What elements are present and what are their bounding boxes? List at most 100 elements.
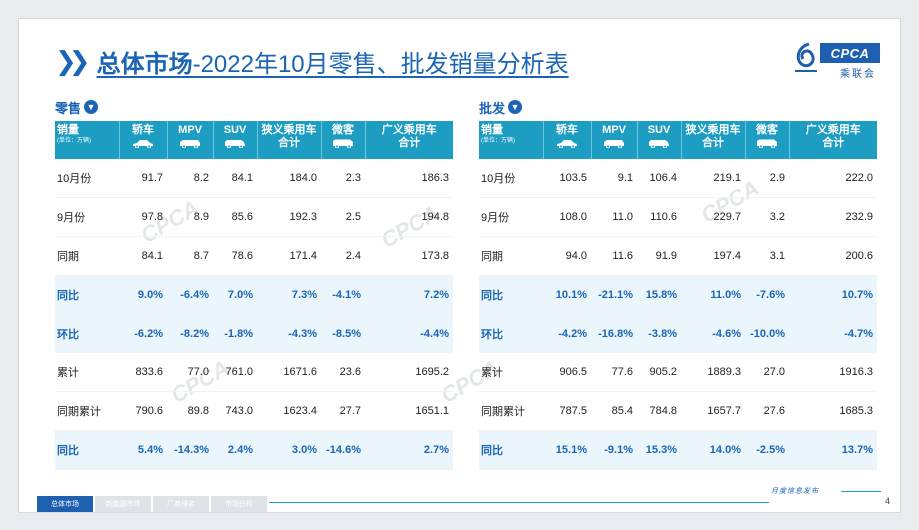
table-cell: 14.0% [681, 430, 745, 470]
table-row: 累计 833.6 77.0 761.0 1671.6 23.6 1695.2 [55, 352, 453, 393]
table-cell: 23.6 [321, 352, 365, 393]
table-cell: 11.0% [681, 275, 745, 315]
cpca-logo: CPCA 乘联会 [785, 39, 880, 80]
table-cell: 94.0 [543, 236, 591, 276]
table-cell: 2.4% [213, 430, 257, 470]
table-cell: 1889.3 [681, 352, 745, 393]
table-row: 10月份 91.7 8.2 84.1 184.0 2.3 186.3 [55, 159, 453, 199]
table-cell: 171.4 [257, 236, 321, 276]
footer-tab[interactable]: 市场分析 [211, 496, 267, 512]
table-cell: -8.5% [321, 314, 365, 354]
table-header-row: 销量 (单位：万辆) 轿车 MPV SUV 狭义乘用车 合计 微客 广义乘用车 合计 [55, 121, 453, 159]
table-cell: -10.0% [745, 314, 789, 354]
wholesale-table: 销量 (单位：万辆) 轿车 MPV SUV 狭义乘用车 合计 微客 广义乘用车 合计 10月份 10… [479, 121, 877, 470]
footer-tab[interactable]: 新能源市场 [95, 496, 151, 512]
column-header: 狭义乘用车 合计 [681, 121, 746, 159]
title-row: ❯❯ 总体市场-2022年10月零售、批发销量分析表 [55, 43, 569, 79]
table-cell: 85.6 [213, 197, 257, 238]
table-cell: 1685.3 [789, 391, 877, 432]
wholesale-section: 批发 ▼ 销量 (单位：万辆) 轿车 MPV SUV 狭义乘用车 合计 微客 广义乘用车 合计 1… [479, 97, 877, 470]
table-cell: 1916.3 [789, 352, 877, 393]
table-cell: 11.6 [591, 236, 637, 276]
table-cell: 5.4% [119, 430, 167, 470]
table-cell: -4.7% [789, 314, 877, 354]
table-cell: 77.6 [591, 352, 637, 393]
table-cell: 3.1 [745, 236, 789, 276]
table-cell: 7.2% [365, 275, 453, 315]
mpv-icon [604, 140, 624, 148]
footer-tabs: 总体市场 新能源市场 厂商排名 市场分析 [37, 496, 269, 512]
table-cell: -14.3% [167, 430, 213, 470]
table-cell: 110.6 [637, 197, 681, 238]
table-row: 10月份 103.5 9.1 106.4 219.1 2.9 222.0 [479, 159, 877, 199]
column-header-sales: 销量 (单位：万辆) [479, 121, 544, 159]
table-cell: 78.6 [213, 236, 257, 276]
table-cell: -9.1% [591, 430, 637, 470]
column-header: MPV [167, 121, 214, 159]
table-cell: 7.3% [257, 275, 321, 315]
minivan-icon [757, 139, 777, 148]
table-cell: 833.6 [119, 352, 167, 393]
table-row: 同比 9.0% -6.4% 7.0% 7.3% -4.1% 7.2% [55, 275, 453, 315]
table-row: 环比 -4.2% -16.8% -3.8% -4.6% -10.0% -4.7% [479, 314, 877, 354]
table-row: 同期累计 790.6 89.8 743.0 1623.4 27.7 1651.1 [55, 391, 453, 432]
table-cell: 2.3 [321, 159, 365, 199]
wholesale-heading: 批发 [479, 100, 506, 116]
footer-divider [269, 502, 769, 503]
table-cell: 84.1 [119, 236, 167, 276]
table-cell: 3.0% [257, 430, 321, 470]
table-cell: 200.6 [789, 236, 877, 276]
publish-label: 月度信息发布 [771, 488, 819, 495]
page-number: 4 [884, 496, 890, 506]
table-cell: -8.2% [167, 314, 213, 354]
row-label: 累计 [479, 352, 543, 393]
table-cell: 219.1 [681, 159, 745, 199]
row-label: 同期累计 [479, 391, 543, 432]
column-header: 轿车 [543, 121, 592, 159]
footer-tab[interactable]: 厂商排名 [153, 496, 209, 512]
row-label: 同期 [479, 236, 543, 276]
table-cell: 743.0 [213, 391, 257, 432]
row-label: 10月份 [479, 159, 543, 199]
table-cell: 10.1% [543, 275, 591, 315]
row-label: 同期累计 [55, 391, 119, 432]
table-row: 同期 84.1 8.7 78.6 171.4 2.4 173.8 [55, 236, 453, 276]
table-cell: 84.1 [213, 159, 257, 199]
double-chevron-icon: ❯❯ [55, 45, 90, 76]
column-header: 轿车 [119, 121, 168, 159]
table-cell: 2.7% [365, 430, 453, 470]
footer-tab[interactable]: 总体市场 [37, 496, 93, 512]
table-cell: 2.4 [321, 236, 365, 276]
table-cell: -16.8% [591, 314, 637, 354]
table-cell: 8.7 [167, 236, 213, 276]
table-cell: 15.3% [637, 430, 681, 470]
table-cell: 108.0 [543, 197, 591, 238]
column-header: 微客 [745, 121, 790, 159]
table-cell: 106.4 [637, 159, 681, 199]
table-cell: -1.8% [213, 314, 257, 354]
table-cell: 9.1 [591, 159, 637, 199]
table-cell: 1657.7 [681, 391, 745, 432]
table-cell: -2.5% [745, 430, 789, 470]
table-cell: 905.2 [637, 352, 681, 393]
row-label: 环比 [479, 314, 543, 354]
logo-swirl-icon [795, 42, 817, 72]
table-row: 累计 906.5 77.6 905.2 1889.3 27.0 1916.3 [479, 352, 877, 393]
table-row: 9月份 108.0 11.0 110.6 229.7 3.2 232.9 [479, 197, 877, 238]
column-header: SUV [213, 121, 258, 159]
column-header-sales: 销量 (单位：万辆) [55, 121, 120, 159]
table-cell: 103.5 [543, 159, 591, 199]
table-cell: -3.8% [637, 314, 681, 354]
table-cell: 15.8% [637, 275, 681, 315]
table-cell: 1623.4 [257, 391, 321, 432]
table-cell: -21.1% [591, 275, 637, 315]
row-label: 10月份 [55, 159, 119, 199]
row-label: 同比 [55, 430, 119, 470]
table-cell: 761.0 [213, 352, 257, 393]
table-cell: 194.8 [365, 197, 453, 238]
table-cell: 229.7 [681, 197, 745, 238]
table-cell: 27.0 [745, 352, 789, 393]
row-label: 9月份 [479, 197, 543, 238]
table-cell: 7.0% [213, 275, 257, 315]
table-row: 同比 10.1% -21.1% 15.8% 11.0% -7.6% 10.7% [479, 275, 877, 315]
